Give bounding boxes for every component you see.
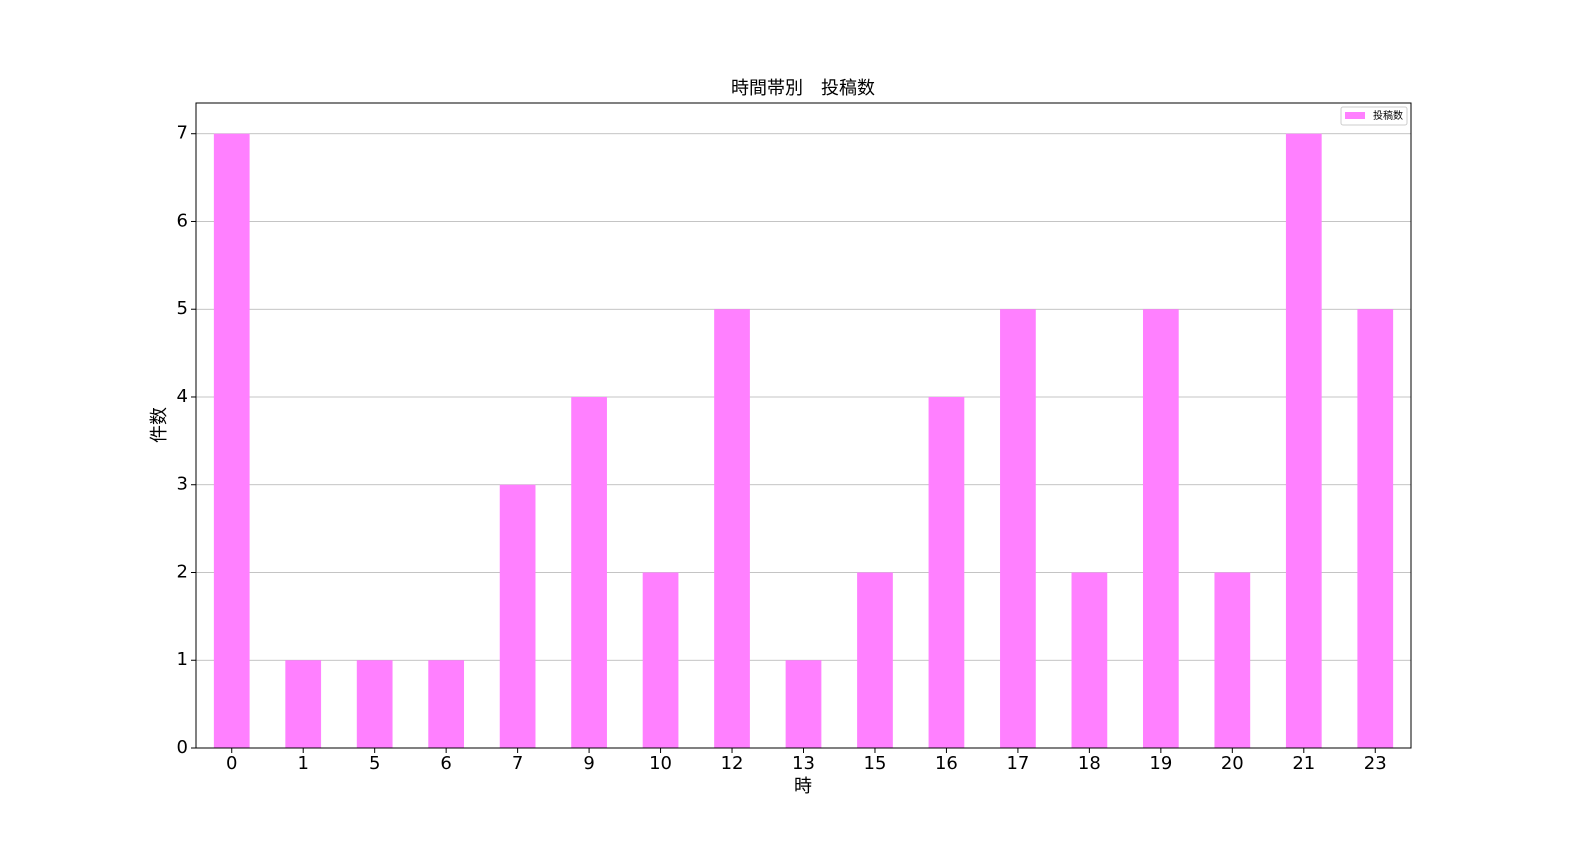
- bar: [428, 660, 465, 748]
- bar: [1142, 309, 1179, 748]
- bar: [857, 572, 893, 748]
- bar: [213, 133, 250, 748]
- y-tick-label: 6: [177, 210, 188, 231]
- x-tick-label: 19: [1149, 753, 1172, 774]
- x-tick-label: 7: [512, 753, 523, 774]
- x-tick-label: 13: [792, 753, 815, 774]
- x-tick-label: 16: [935, 753, 958, 774]
- legend-label: 投稿数: [1373, 109, 1403, 122]
- bar: [499, 484, 536, 748]
- x-tick-label: 17: [1006, 753, 1029, 774]
- x-tick-label: 5: [369, 753, 380, 774]
- x-axis-label: 時: [794, 776, 812, 797]
- x-tick-label: 6: [440, 753, 451, 774]
- x-tick-label: 10: [649, 753, 672, 774]
- x-tick-label: 12: [721, 753, 744, 774]
- x-tick-label: 1: [297, 753, 308, 774]
- legend-swatch: [1345, 112, 1365, 119]
- bar: [1071, 572, 1108, 748]
- x-tick-label: 23: [1364, 753, 1387, 774]
- x-tick-label: 20: [1221, 753, 1244, 774]
- x-tick-label: 15: [864, 753, 887, 774]
- bar: [714, 309, 750, 748]
- bar: [571, 396, 607, 748]
- bar: [1285, 133, 1322, 748]
- bar: [1214, 572, 1251, 748]
- bar: [785, 660, 822, 748]
- y-tick-label: 1: [177, 649, 188, 670]
- y-tick-label: 2: [177, 561, 188, 582]
- y-tick-label: 4: [177, 386, 188, 407]
- bar: [1357, 309, 1394, 748]
- x-tick-label: 9: [583, 753, 594, 774]
- bar: [642, 572, 679, 748]
- plot-frame: [195, 102, 1412, 749]
- y-axis-label: 件数: [149, 407, 170, 443]
- y-tick-label: 3: [177, 474, 188, 495]
- x-tick-label: 0: [226, 753, 237, 774]
- legend-box: [1340, 106, 1408, 126]
- x-tick-label: 21: [1292, 753, 1315, 774]
- bar: [1000, 309, 1036, 748]
- bar: [356, 660, 393, 748]
- bar: [928, 396, 965, 748]
- y-tick-label: 5: [177, 298, 188, 319]
- chart-title: 時間帯別 投稿数: [731, 78, 875, 99]
- bar: [285, 660, 322, 748]
- x-tick-label: 18: [1078, 753, 1101, 774]
- y-tick-label: 0: [177, 737, 188, 758]
- y-tick-label: 7: [177, 123, 188, 144]
